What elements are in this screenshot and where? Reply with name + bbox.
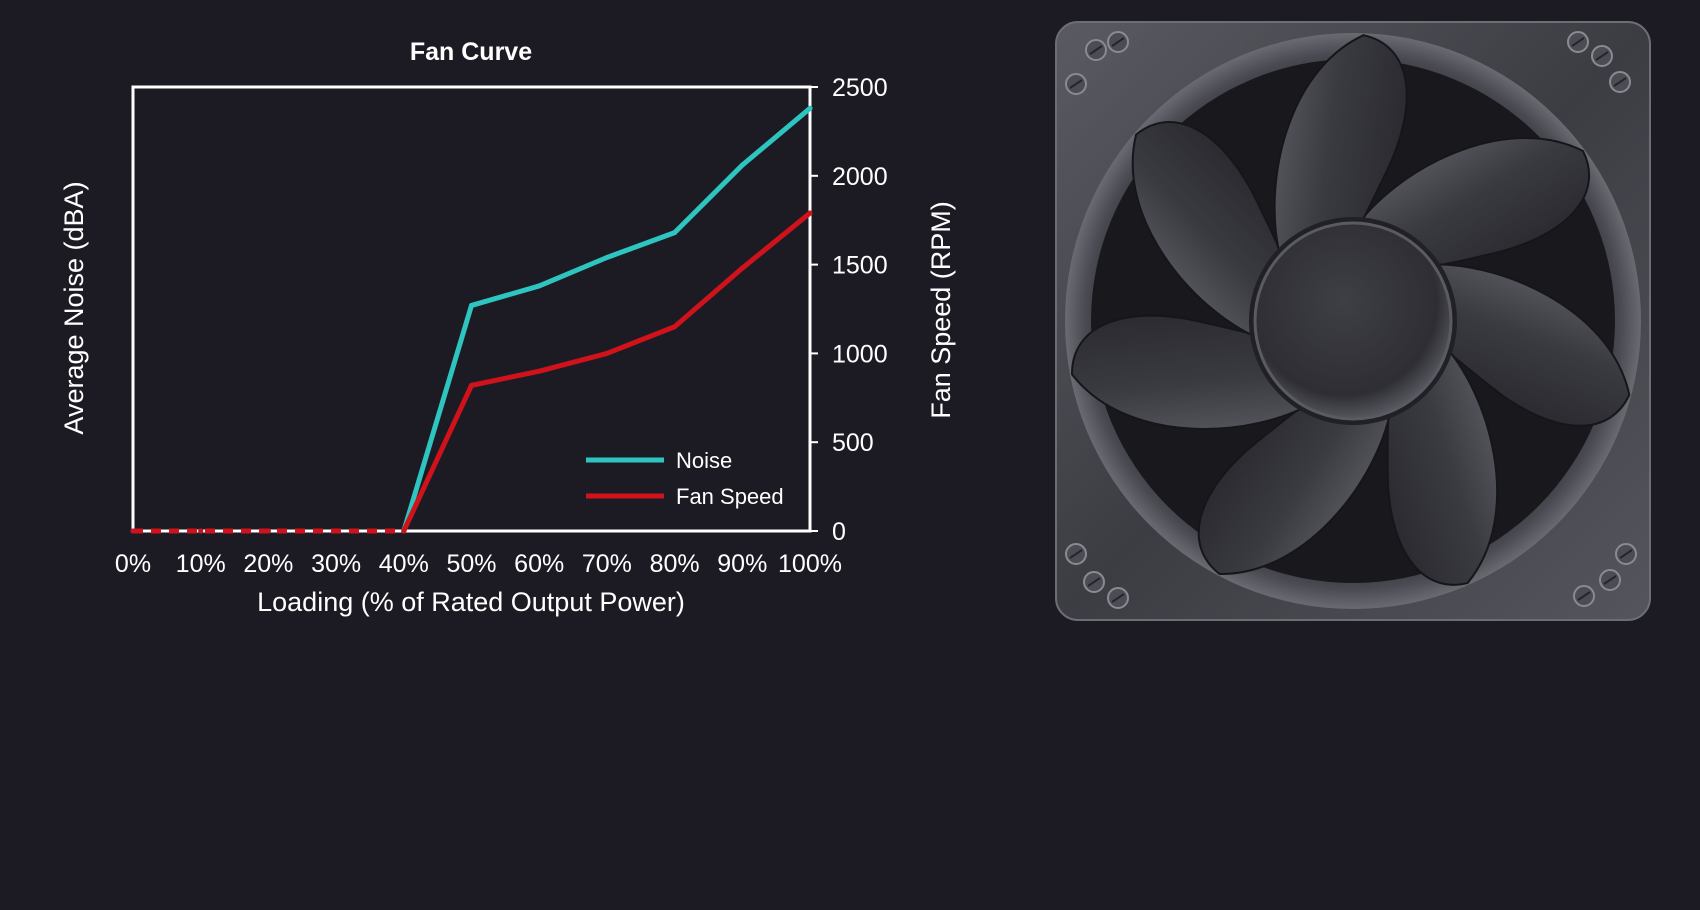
series-fan-speed-point [130, 528, 136, 534]
series-fan-speed-point [265, 528, 271, 534]
legend-label-fan-speed: Fan Speed [676, 484, 784, 509]
series-fan-speed-point [333, 528, 339, 534]
series-noise-point [469, 302, 474, 308]
series-noise-point [807, 105, 813, 111]
y-axis-right-title: Fan Speed (RPM) [926, 201, 956, 419]
x-tick-label: 0% [115, 550, 151, 578]
screw-slot [1111, 593, 1125, 603]
y-tick-label: 1000 [832, 340, 888, 368]
screw-slot [1571, 37, 1585, 47]
screw-slot [1089, 45, 1103, 55]
screw-slot [1069, 79, 1083, 89]
y-tick-label: 1500 [832, 252, 888, 280]
series-noise-point [536, 283, 542, 289]
screw-slot [1577, 591, 1591, 601]
y-tick-label: 2000 [832, 163, 888, 191]
series-noise-point [604, 254, 610, 260]
screw-slot [1613, 77, 1627, 87]
series-layer [130, 105, 813, 534]
series-fan-speed-point [672, 324, 678, 330]
x-tick-label: 70% [582, 550, 632, 578]
legend-label-noise: Noise [676, 448, 732, 473]
y-tick-label: 500 [832, 429, 874, 457]
series-fan-speed-point [401, 528, 407, 534]
screw-slot [1111, 37, 1125, 47]
chart-title: Fan Curve [410, 38, 532, 66]
plot-area-frame [131, 85, 812, 533]
x-axis-title: Loading (% of Rated Output Power) [257, 587, 685, 617]
series-fan-speed-point [739, 265, 745, 271]
x-tick-label: 50% [446, 550, 496, 578]
x-tick-label: 20% [243, 550, 293, 578]
series-noise-line [401, 105, 813, 534]
series-fan-speed-point [469, 382, 474, 388]
series-fan-speed-point [536, 368, 542, 374]
legend: Noise Fan Speed [586, 448, 784, 509]
screw-slot [1069, 549, 1083, 559]
screw-slot [1619, 549, 1633, 559]
series-noise-point [739, 162, 745, 168]
case-fan-illustration [1054, 20, 1652, 622]
x-tick-label: 60% [514, 550, 564, 578]
x-tick-label: 100% [778, 550, 842, 578]
screw-slot [1603, 575, 1617, 585]
series-fan-speed-point [807, 210, 813, 216]
series-noise-point [672, 230, 678, 236]
series-fan-speed-point [604, 350, 610, 356]
y-axis-left-title: Average Noise (dBA) [59, 181, 89, 434]
x-axis-ticks: 0% 10% 20% 30% 40% 50% 60% 70% 80% 90% 100% [115, 550, 842, 578]
fan-icon [1055, 21, 1651, 621]
screw-slot [1087, 577, 1101, 587]
y-axis-ticks: 0 500 1000 1500 2000 2500 [810, 74, 888, 546]
x-tick-label: 90% [717, 550, 767, 578]
x-tick-label: 40% [379, 550, 429, 578]
x-tick-label: 80% [650, 550, 700, 578]
series-fan-speed-point [198, 528, 204, 534]
x-tick-label: 30% [311, 550, 361, 578]
x-tick-label: 10% [176, 550, 226, 578]
screw-slot [1595, 51, 1609, 61]
y-tick-label: 0 [832, 518, 846, 546]
y-tick-label: 2500 [832, 74, 888, 102]
